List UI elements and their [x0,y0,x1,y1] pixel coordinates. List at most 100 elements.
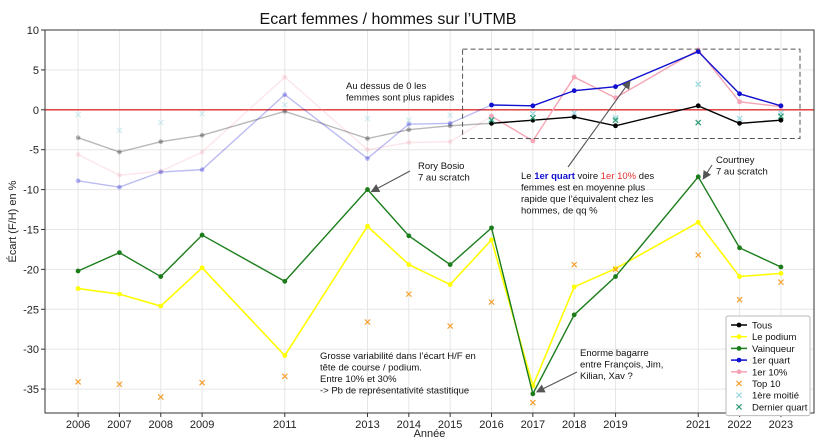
data-point [406,121,412,127]
data-point [447,112,454,119]
data-point [75,286,81,291]
data-point [695,174,701,180]
x-tick-label: 2017 [521,419,545,431]
data-point [488,117,495,124]
data-point [736,296,743,303]
data-point [158,139,164,145]
data-point [447,323,454,330]
x-tick-label: 2023 [769,419,793,431]
data-point [447,262,453,267]
legend-label: Vainqueur [752,344,795,355]
x-tick-label: 2019 [603,419,627,431]
data-point [117,291,122,297]
legend-item-dernier-quart: Dernier quart [735,402,808,413]
x-axis-label: Année [414,428,446,440]
data-point [406,140,412,145]
series-line [491,50,782,107]
data-point [530,138,536,144]
legend-item-le-podium: Le podium [731,332,796,343]
chart-title: Ecart femmes / hommes sur l’UTMB [260,11,517,28]
data-point [737,245,742,251]
data-point [281,101,288,109]
legend-label: 1er 10% [752,367,788,378]
data-point [737,120,742,126]
legend-label: 1er quart [752,356,790,367]
annotation-rory-bosio: Rory Bosio 7 au scratch [418,161,470,184]
data-point [158,169,164,175]
data-point [613,274,618,279]
legend-item-tous: Tous [731,321,772,332]
data-point [529,399,536,406]
series-le-podium [75,219,784,389]
data-point [405,117,412,124]
x-tick-label: 2007 [107,419,131,431]
data-point [778,117,784,123]
data-point [365,187,370,192]
data-point [282,74,288,80]
data-point [778,270,784,276]
series-dernier-quart [488,113,784,126]
data-point [447,282,453,287]
data-point [447,120,453,126]
series-1er-10pct [75,47,784,178]
data-point [117,149,122,155]
series-line-faded [77,93,492,188]
legend-swatch-cross [735,403,743,410]
data-point [695,251,702,259]
legend-label: Dernier quart [752,402,808,413]
series-1ere-moitie [75,81,784,134]
data-point [778,264,784,270]
annotation-courtney: Courtney 7 au scratch [716,155,768,178]
plot-frame [44,29,815,414]
data-point [281,373,288,380]
legend-box [725,315,811,417]
data-point [737,274,742,279]
data-point [282,108,288,114]
data-point [365,156,370,161]
annotation-variability: Grosse variabilité dans l’écart H/F en tê… [320,351,476,397]
x-tick-label: 2008 [149,419,173,431]
highlight-box [462,48,801,140]
legend-item-top-10: Top 10 [735,379,781,390]
data-point [695,219,701,225]
y-tick-label: 10 [27,25,39,37]
legend-label: Top 10 [752,379,781,390]
data-point [117,250,122,256]
data-point [613,123,618,129]
data-point [489,237,494,243]
data-point [612,117,619,124]
data-point [199,132,205,138]
grid-layer [45,29,814,413]
data-point [75,152,81,157]
y-tick-label: -10 [23,185,39,197]
data-point [157,119,164,126]
annotation-arrow [702,164,713,180]
x-tick-label: 2015 [438,419,462,431]
data-point [530,391,536,397]
legend-swatch-cross [735,380,743,387]
data-point [282,278,288,284]
data-point [158,274,164,279]
legend-swatch-cross [735,392,743,399]
legend-label: 1ère moitié [752,391,799,402]
data-point [571,261,578,268]
data-point [199,167,205,173]
data-point [613,84,618,90]
data-point [695,103,701,109]
data-point [447,139,453,145]
legend-item-vainqueur: Vainqueur [731,344,795,355]
data-point [75,111,82,118]
data-point [571,284,577,290]
y-tick-label: 5 [33,65,39,77]
annotation-above-zero: Au dessus de 0 les femmes sont plus rapid… [346,81,454,104]
series-line [491,49,782,142]
data-point [571,312,577,318]
x-tick-label: 2021 [686,419,710,431]
series-vainqueur [75,174,784,397]
legend-label: Le podium [752,332,796,343]
data-point [737,91,742,97]
data-point [612,266,619,273]
y-axis-label: Écart (F/H) en % [6,180,19,262]
data-point [736,115,743,122]
